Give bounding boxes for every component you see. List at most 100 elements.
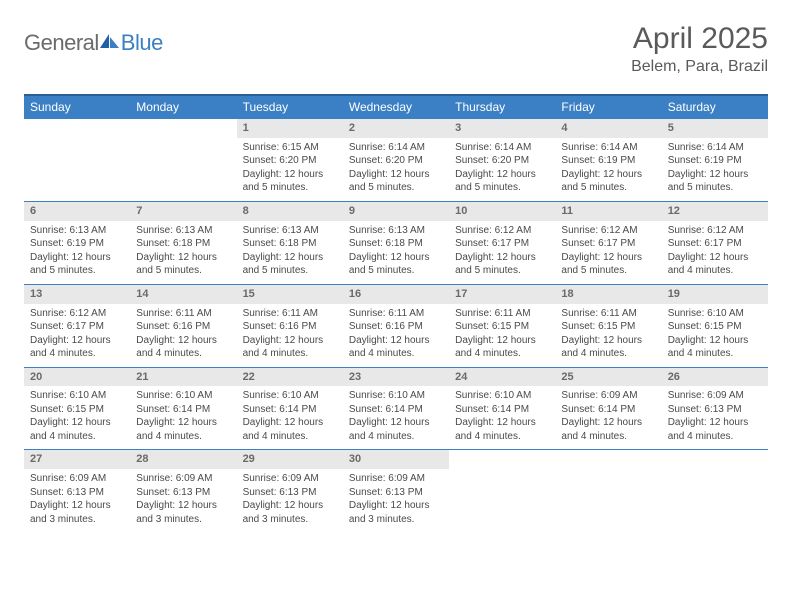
sunrise-text: Sunrise: 6:14 AM (561, 141, 655, 155)
day2-text: and 4 minutes. (243, 347, 337, 361)
day2-text: and 3 minutes. (243, 513, 337, 527)
content-row: Sunrise: 6:09 AMSunset: 6:13 PMDaylight:… (24, 469, 768, 532)
sunset-text: Sunset: 6:18 PM (349, 237, 443, 251)
sunrise-text: Sunrise: 6:15 AM (243, 141, 337, 155)
day-cell: Sunrise: 6:10 AMSunset: 6:14 PMDaylight:… (237, 386, 343, 450)
sunset-text: Sunset: 6:17 PM (30, 320, 124, 334)
sunrise-text: Sunrise: 6:10 AM (243, 389, 337, 403)
day-number-cell: 3 (449, 119, 555, 138)
sunset-text: Sunset: 6:14 PM (136, 403, 230, 417)
location-label: Belem, Para, Brazil (631, 58, 768, 76)
day2-text: and 4 minutes. (455, 430, 549, 444)
day-cell: Sunrise: 6:11 AMSunset: 6:16 PMDaylight:… (237, 304, 343, 368)
day-number-cell: 2 (343, 119, 449, 138)
content-row: Sunrise: 6:10 AMSunset: 6:15 PMDaylight:… (24, 386, 768, 450)
day1-text: Daylight: 12 hours (561, 334, 655, 348)
day1-text: Daylight: 12 hours (349, 168, 443, 182)
day-number-cell: 30 (343, 450, 449, 469)
sunrise-text: Sunrise: 6:12 AM (455, 224, 549, 238)
sunrise-text: Sunrise: 6:13 AM (243, 224, 337, 238)
day2-text: and 5 minutes. (136, 264, 230, 278)
sunset-text: Sunset: 6:19 PM (561, 154, 655, 168)
sunset-text: Sunset: 6:14 PM (561, 403, 655, 417)
day2-text: and 4 minutes. (30, 430, 124, 444)
day2-text: and 4 minutes. (668, 264, 762, 278)
sunrise-text: Sunrise: 6:09 AM (349, 472, 443, 486)
sunset-text: Sunset: 6:16 PM (136, 320, 230, 334)
day1-text: Daylight: 12 hours (455, 334, 549, 348)
sunset-text: Sunset: 6:14 PM (455, 403, 549, 417)
day-cell: Sunrise: 6:13 AMSunset: 6:19 PMDaylight:… (24, 221, 130, 285)
day-number-cell: 27 (24, 450, 130, 469)
sunrise-text: Sunrise: 6:11 AM (561, 307, 655, 321)
sunrise-text: Sunrise: 6:09 AM (136, 472, 230, 486)
sunset-text: Sunset: 6:20 PM (349, 154, 443, 168)
day2-text: and 4 minutes. (561, 347, 655, 361)
sunset-text: Sunset: 6:19 PM (668, 154, 762, 168)
sunrise-text: Sunrise: 6:12 AM (668, 224, 762, 238)
day2-text: and 4 minutes. (349, 430, 443, 444)
day1-text: Daylight: 12 hours (136, 499, 230, 513)
sunrise-text: Sunrise: 6:10 AM (136, 389, 230, 403)
day-cell (662, 469, 768, 532)
sunrise-text: Sunrise: 6:11 AM (349, 307, 443, 321)
sunset-text: Sunset: 6:14 PM (349, 403, 443, 417)
day-cell: Sunrise: 6:14 AMSunset: 6:19 PMDaylight:… (662, 138, 768, 202)
sunset-text: Sunset: 6:15 PM (561, 320, 655, 334)
day-number-cell: 28 (130, 450, 236, 469)
calendar-table: Sunday Monday Tuesday Wednesday Thursday… (24, 94, 768, 532)
day-cell: Sunrise: 6:10 AMSunset: 6:15 PMDaylight:… (662, 304, 768, 368)
day1-text: Daylight: 12 hours (136, 416, 230, 430)
day-header: Sunday (24, 95, 130, 119)
day-cell (449, 469, 555, 532)
day-cell: Sunrise: 6:10 AMSunset: 6:15 PMDaylight:… (24, 386, 130, 450)
day-header: Friday (555, 95, 661, 119)
day-header: Thursday (449, 95, 555, 119)
title-block: April 2025 Belem, Para, Brazil (631, 22, 768, 76)
day-number-cell: 4 (555, 119, 661, 138)
sunrise-text: Sunrise: 6:13 AM (136, 224, 230, 238)
sunset-text: Sunset: 6:20 PM (243, 154, 337, 168)
sunrise-text: Sunrise: 6:13 AM (30, 224, 124, 238)
day2-text: and 5 minutes. (455, 264, 549, 278)
sunrise-text: Sunrise: 6:14 AM (349, 141, 443, 155)
content-row: Sunrise: 6:13 AMSunset: 6:19 PMDaylight:… (24, 221, 768, 285)
day-cell: Sunrise: 6:13 AMSunset: 6:18 PMDaylight:… (343, 221, 449, 285)
sunset-text: Sunset: 6:15 PM (668, 320, 762, 334)
day1-text: Daylight: 12 hours (561, 168, 655, 182)
calendar-page: General Blue April 2025 Belem, Para, Bra… (0, 0, 792, 532)
day-cell (24, 138, 130, 202)
day1-text: Daylight: 12 hours (561, 416, 655, 430)
day2-text: and 4 minutes. (668, 347, 762, 361)
day-cell: Sunrise: 6:12 AMSunset: 6:17 PMDaylight:… (662, 221, 768, 285)
day-cell: Sunrise: 6:09 AMSunset: 6:13 PMDaylight:… (24, 469, 130, 532)
day1-text: Daylight: 12 hours (349, 251, 443, 265)
day2-text: and 4 minutes. (455, 347, 549, 361)
day-number-cell: 15 (237, 284, 343, 303)
day1-text: Daylight: 12 hours (668, 251, 762, 265)
header: General Blue April 2025 Belem, Para, Bra… (24, 22, 768, 76)
sunrise-text: Sunrise: 6:09 AM (30, 472, 124, 486)
day2-text: and 5 minutes. (561, 181, 655, 195)
daynum-row: 6789101112 (24, 201, 768, 220)
sunset-text: Sunset: 6:19 PM (30, 237, 124, 251)
day1-text: Daylight: 12 hours (243, 251, 337, 265)
sunset-text: Sunset: 6:16 PM (349, 320, 443, 334)
daynum-row: 13141516171819 (24, 284, 768, 303)
day-number-cell: 8 (237, 201, 343, 220)
day-header-row: Sunday Monday Tuesday Wednesday Thursday… (24, 95, 768, 119)
content-row: Sunrise: 6:12 AMSunset: 6:17 PMDaylight:… (24, 304, 768, 368)
day-cell: Sunrise: 6:09 AMSunset: 6:14 PMDaylight:… (555, 386, 661, 450)
day2-text: and 4 minutes. (30, 347, 124, 361)
day-cell: Sunrise: 6:09 AMSunset: 6:13 PMDaylight:… (343, 469, 449, 532)
day1-text: Daylight: 12 hours (668, 168, 762, 182)
day1-text: Daylight: 12 hours (136, 251, 230, 265)
day-number-cell (662, 450, 768, 469)
day1-text: Daylight: 12 hours (349, 334, 443, 348)
daynum-row: 27282930 (24, 450, 768, 469)
sunrise-text: Sunrise: 6:09 AM (668, 389, 762, 403)
day-number-cell: 20 (24, 367, 130, 386)
day-cell: Sunrise: 6:13 AMSunset: 6:18 PMDaylight:… (130, 221, 236, 285)
day-number-cell: 14 (130, 284, 236, 303)
day-number-cell: 26 (662, 367, 768, 386)
